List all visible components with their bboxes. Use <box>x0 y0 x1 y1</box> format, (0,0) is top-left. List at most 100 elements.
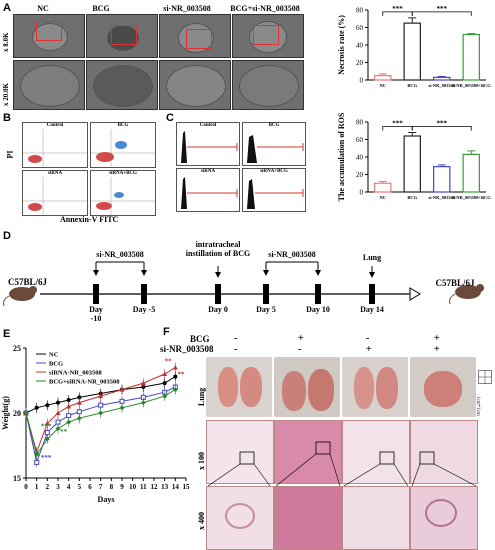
flow-control-label: Control <box>46 123 64 128</box>
hist-bcg-label: BCG <box>268 123 280 128</box>
histology-x400-si <box>342 486 410 550</box>
weight-xlabel: Days <box>98 495 115 504</box>
em-col-nc: NC <box>37 4 49 13</box>
weight-point-3-8 <box>140 400 146 406</box>
weight-point-0-10 <box>173 374 178 379</box>
necrosis-bar-2 <box>433 76 451 81</box>
em-image-nc-8k <box>13 14 85 58</box>
lung-image-nc <box>206 357 272 417</box>
ros-xlabel-1: BCG <box>407 195 417 200</box>
necrosis-sig-label-0: *** <box>392 5 403 13</box>
timeline-tick-2 <box>215 284 221 304</box>
f-sign-si-4: + <box>434 344 440 355</box>
weight-xtick-label-4: 4 <box>67 483 71 491</box>
weight-legend-label-0: NC <box>49 352 59 359</box>
em-image-bcg-20k <box>86 60 158 110</box>
treatment-si-1: si-NR_003508 <box>96 250 144 259</box>
weight-point-1-6 <box>98 402 104 408</box>
weight-annotation-4: ** <box>177 371 185 379</box>
weight-point-0-3 <box>56 400 60 405</box>
f-row-label-lung: Lung <box>197 387 206 406</box>
necrosis-xlabel-3: si-NR_003508+BCG <box>452 83 492 88</box>
em-col-si: si-NR_003508 <box>163 4 211 13</box>
weight-xtick-label-14: 14 <box>172 483 180 491</box>
flow-bcg: BCG <box>90 122 156 168</box>
weight-point-1-5 <box>76 409 82 415</box>
necrosis-sig-label-1: *** <box>437 5 448 13</box>
histology-x400-bcg-si <box>410 486 478 550</box>
weight-point-3-6 <box>98 410 104 416</box>
f-sign-bcg-1: - <box>234 333 238 344</box>
ros-ytick-label-2: 40 <box>356 154 364 162</box>
flow-sirna-bcg: siRNA+BCG <box>90 170 156 216</box>
weight-ytick-label-0: 15 <box>13 474 21 483</box>
em-image-si-20k <box>159 60 231 110</box>
hist-sirna-bcg: siRNA+BCG <box>242 168 306 212</box>
weight-xtick-label-12: 12 <box>151 483 159 491</box>
weight-point-2-7 <box>119 387 125 392</box>
necrosis-bar-0 <box>374 75 392 81</box>
weight-annotation-0: *** <box>41 454 52 462</box>
em-image-bcg-si-20k <box>232 60 304 110</box>
scale-grid-icon <box>478 370 492 384</box>
treatment-si-2: si-NR_003508 <box>268 250 316 259</box>
weight-xtick-label-1: 1 <box>35 483 39 491</box>
ros-xlabel-3: si-NR_003508+BCG <box>452 195 492 200</box>
histology-x100-si <box>342 420 410 484</box>
necrosis-sig-bracket-1 <box>411 11 472 16</box>
weight-point-1-3 <box>55 419 61 425</box>
weight-point-0-2 <box>45 403 50 408</box>
ros-sig-label-1: *** <box>437 120 448 128</box>
panel-label-e: E <box>3 328 11 340</box>
f-sign-bcg-2: + <box>298 333 304 344</box>
ros-sig-bracket-1 <box>411 126 472 131</box>
ros-sig-label-0: *** <box>392 120 403 128</box>
weight-ylabel: Weight(g) <box>1 396 10 430</box>
weight-point-1-1 <box>34 459 40 465</box>
mouse-label-end: C57BL/6J <box>435 278 475 288</box>
weight-xtick-label-8: 8 <box>110 483 114 491</box>
necrosis-xlabel-1: BCG <box>407 83 417 88</box>
necrosis-bar-1 <box>403 22 421 81</box>
endpoint-lung: Lung <box>362 253 382 262</box>
necrosis-xlabel-2: si-NR_003508 <box>428 83 455 88</box>
f-row-si: si-NR_003508 <box>160 344 214 354</box>
weight-xtick-label-13: 13 <box>161 483 169 491</box>
weight-xtick-label-5: 5 <box>78 483 82 491</box>
necrosis-xlabel-0: NC <box>380 83 387 88</box>
weight-legend-label-2: siRNA-NR_003508 <box>49 370 102 377</box>
timeline-tick-0 <box>93 284 99 304</box>
hist-sirna: siRNA <box>176 168 240 212</box>
weight-annotation-2: ** <box>60 428 67 436</box>
necrosis-chart: 0 20 40 60 80 Necrosis rate (%) NC BCG si-NR_003… <box>337 5 492 88</box>
em-image-bcg-si-8k <box>232 14 304 58</box>
weight-point-3-1 <box>34 452 40 458</box>
ros-ytick-label-4: 80 <box>356 119 364 127</box>
necrosis-ytick-label-3: 60 <box>356 24 364 32</box>
em-col-bcg: BCG <box>92 4 110 13</box>
f-sign-bcg-3: - <box>366 333 370 344</box>
flow-sirna-bcg-label: siRNA+BCG <box>109 171 137 176</box>
necrosis-ytick-label-0: 0 <box>360 77 364 85</box>
necrosis-ytick-label-1: 20 <box>356 59 364 67</box>
weight-legend-label-3: BCG+siRNA-NR_003508 <box>49 379 120 386</box>
weight-xtick-label-2: 2 <box>46 483 50 491</box>
weight-xtick-label-11: 11 <box>140 483 147 491</box>
hist-control-label: Control <box>199 123 217 128</box>
day-label-5: Day 5 <box>256 305 276 314</box>
em-image-nc-20k <box>13 60 85 110</box>
weight-point-2-4 <box>66 404 72 409</box>
treatment-bcg: intratracheal instillation of BCG <box>185 240 251 258</box>
flow-ylabel: PI <box>5 150 15 159</box>
weight-point-3-3 <box>55 426 61 432</box>
necrosis-bar-3 <box>462 33 480 81</box>
weight-point-2-6 <box>98 393 104 399</box>
f-sign-si-3: + <box>366 344 372 355</box>
weight-point-2-10 <box>172 365 178 370</box>
weight-point-0-9 <box>162 381 167 386</box>
ros-ytick-label-1: 20 <box>356 171 364 179</box>
mouse-icon-start <box>3 286 37 307</box>
panel-label-d: D <box>3 230 11 242</box>
weight-xtick-label-6: 6 <box>88 483 92 491</box>
hist-sirna-label: siRNA <box>200 169 216 174</box>
